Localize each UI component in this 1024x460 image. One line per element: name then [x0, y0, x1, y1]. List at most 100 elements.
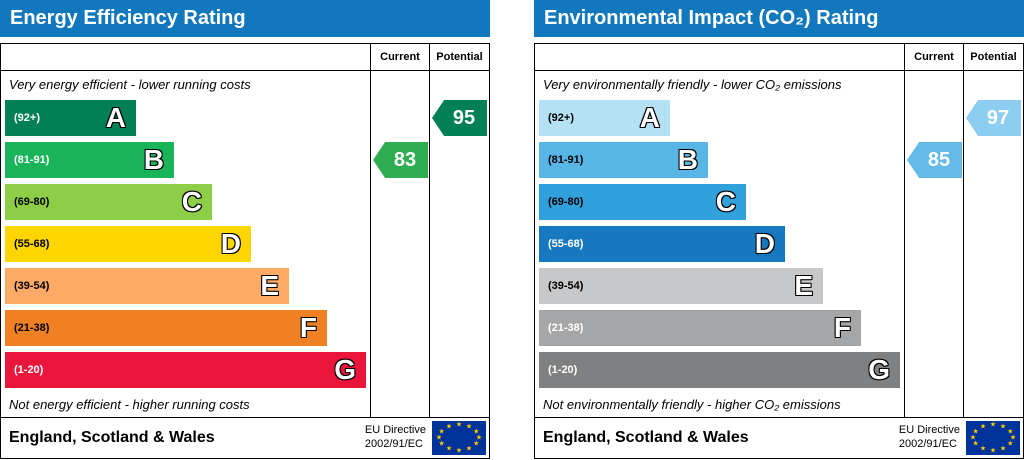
band-bar-a: (92+) A — [5, 100, 136, 136]
potential-col: 95 — [430, 71, 489, 417]
band-bar-g: (1-20) G — [5, 352, 366, 388]
eu-directive-line-2: 2002/91/EC — [364, 438, 423, 450]
band-range-label: (39-54) — [14, 280, 50, 292]
band-row-c: (69-80) C — [539, 181, 904, 223]
eu-star: ★ — [979, 423, 987, 431]
eu-star: ★ — [999, 423, 1007, 431]
band-bar-b: (81-91) B — [5, 142, 174, 178]
potential-rating-arrow: 95 — [432, 100, 487, 136]
band-letter: G — [334, 354, 356, 385]
band-letter: F — [833, 312, 851, 343]
band-bar-g: (1-20) G — [539, 352, 900, 388]
eu-directive-line-1: EU Directive — [364, 424, 426, 437]
current-column-header: Current — [371, 44, 430, 70]
chart-title: Energy Efficiency Rating — [10, 7, 246, 29]
table-body: Very environmentally friendly - lower CO… — [535, 71, 1023, 417]
band-range-label: (55-68) — [548, 238, 584, 250]
band-range-label: (1-20) — [14, 364, 44, 376]
eu-directive-label: EU Directive 2002/91/EC — [365, 424, 426, 452]
potential-column-header: Potential — [970, 51, 1017, 63]
eu-star: ★ — [989, 421, 997, 429]
current-col: 85 — [905, 71, 964, 417]
band-row-a: (92+) A — [5, 97, 370, 139]
eu-star: ★ — [989, 447, 997, 455]
band-range-label: (1-20) — [548, 364, 578, 376]
eu-star: ★ — [972, 428, 979, 436]
chart-title: Environmental Impact (CO₂) Rating — [544, 7, 879, 29]
band-range-label: (21-38) — [548, 322, 584, 334]
top-caption: Very energy efficient - lower running co… — [9, 76, 251, 92]
band-bar-f: (21-38) F — [5, 310, 327, 346]
band-row-g: (1-20) G — [5, 349, 370, 391]
band-row-f: (21-38) F — [539, 307, 904, 349]
eu-flag-icon: ★ ★ ★ ★ ★ ★ ★ ★ ★ ★ ★ ★ — [966, 421, 1020, 455]
eu-star: ★ — [455, 421, 463, 429]
top-caption: Very environmentally friendly - lower CO… — [543, 76, 842, 92]
eu-star: ★ — [445, 423, 453, 431]
band-range-label: (81-91) — [548, 154, 584, 166]
band-row-d: (55-68) D — [539, 223, 904, 265]
potential-rating-arrow: 97 — [966, 100, 1021, 136]
band-row-g: (1-20) G — [539, 349, 904, 391]
band-range-label: (69-80) — [14, 196, 50, 208]
table-footer: England, Scotland & Wales EU Directive 2… — [1, 417, 489, 458]
band-letter: E — [794, 270, 813, 301]
eu-flag-icon: ★ ★ ★ ★ ★ ★ ★ ★ ★ ★ ★ ★ — [432, 421, 486, 455]
eu-star: ★ — [465, 445, 473, 453]
band-letter: F — [299, 312, 317, 343]
environmental-impact-rating-chart: Environmental Impact (CO₂) Rating Curren… — [534, 0, 1024, 459]
band-range-label: (21-38) — [14, 322, 50, 334]
eu-star: ★ — [465, 423, 473, 431]
current-rating-arrow: 85 — [907, 142, 962, 178]
bands-header-cell — [1, 44, 371, 70]
current-column-header: Current — [905, 44, 964, 70]
band-row-b: (81-91) B — [5, 139, 370, 181]
band-range-label: (39-54) — [548, 280, 584, 292]
band-letter: D — [220, 228, 241, 259]
band-bar-b: (81-91) B — [539, 142, 708, 178]
energy-efficiency-rating-chart: Energy Efficiency Rating Current Potenti… — [0, 0, 490, 459]
band-bar-d: (55-68) D — [539, 226, 785, 262]
band-bar-f: (21-38) F — [539, 310, 861, 346]
rating-table: Current Potential Very energy efficient … — [0, 43, 490, 459]
rating-table: Current Potential Very environmentally f… — [534, 43, 1024, 459]
eu-star: ★ — [475, 434, 483, 442]
bottom-caption: Not energy efficient - higher running co… — [9, 396, 250, 412]
eu-star: ★ — [473, 440, 480, 448]
bottom-caption: Not environmentally friendly - higher CO… — [543, 396, 841, 412]
eu-star: ★ — [1009, 434, 1017, 442]
table-footer: England, Scotland & Wales EU Directive 2… — [535, 417, 1023, 458]
band-letter: A — [639, 102, 660, 133]
current-col: 83 — [371, 71, 430, 417]
eu-directive-line-2: 2002/91/EC — [898, 438, 957, 450]
current-rating-arrow: 83 — [373, 142, 428, 178]
band-range-label: (55-68) — [14, 238, 50, 250]
eu-star: ★ — [455, 447, 463, 455]
band-letter: G — [868, 354, 890, 385]
table-body: Very energy efficient - lower running co… — [1, 71, 489, 417]
band-range-label: (69-80) — [548, 196, 584, 208]
eu-star: ★ — [969, 434, 977, 442]
band-range-label: (81-91) — [14, 154, 50, 166]
band-letter: B — [677, 144, 698, 175]
band-letter: E — [260, 270, 279, 301]
eu-star: ★ — [445, 445, 453, 453]
bands: (92+) A (81-91) B (69-80) C (55-68) D (39-54) E (2… — [1, 97, 370, 391]
band-row-f: (21-38) F — [5, 307, 370, 349]
band-bar-a: (92+) A — [539, 100, 670, 136]
band-row-b: (81-91) B — [539, 139, 904, 181]
bands-column: Very environmentally friendly - lower CO… — [535, 71, 905, 417]
bands-header-cell — [535, 44, 905, 70]
bands-column: Very energy efficient - lower running co… — [1, 71, 371, 417]
band-row-d: (55-68) D — [5, 223, 370, 265]
eu-directive-label: EU Directive 2002/91/EC — [899, 424, 960, 452]
band-range-label: (92+) — [548, 112, 574, 124]
band-bar-e: (39-54) E — [5, 268, 289, 304]
band-row-e: (39-54) E — [539, 265, 904, 307]
band-row-e: (39-54) E — [5, 265, 370, 307]
band-bar-e: (39-54) E — [539, 268, 823, 304]
band-letter: C — [715, 186, 736, 217]
eu-star: ★ — [438, 440, 445, 448]
band-letter: A — [105, 102, 126, 133]
band-bar-d: (55-68) D — [5, 226, 251, 262]
